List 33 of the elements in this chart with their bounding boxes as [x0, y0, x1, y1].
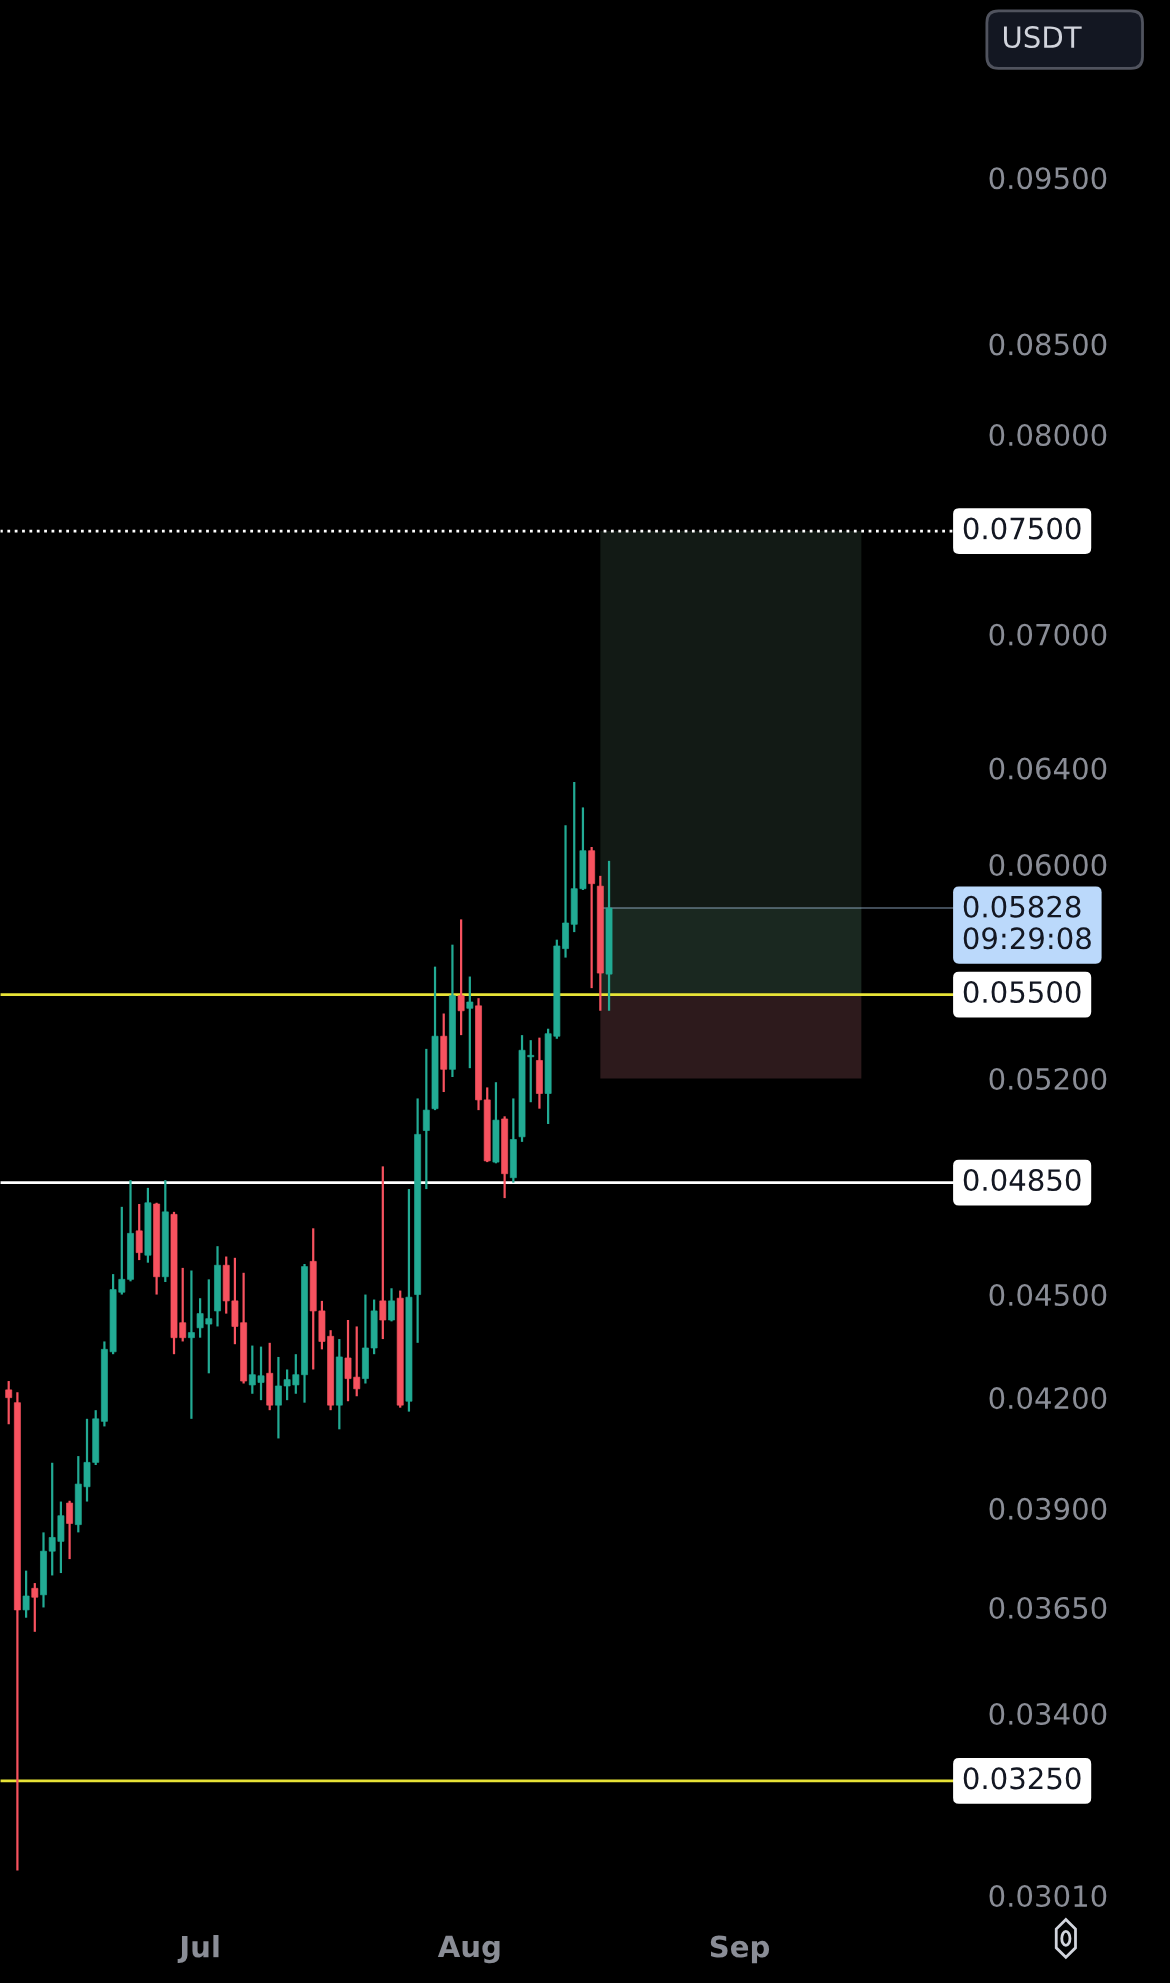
ref-line-label: 0.04850	[963, 1169, 1081, 1192]
candlestick	[379, 1165, 387, 1341]
candlestick	[22, 1569, 30, 1619]
x-tick-label: Sep	[710, 1935, 770, 1964]
ref-line-label: 0.07500	[963, 517, 1081, 540]
y-tick-label: 0.06000	[989, 854, 1107, 877]
candlestick	[422, 1047, 430, 1191]
x-tick-label: Jul	[177, 1935, 219, 1964]
ref-line-label: 0.05500	[963, 981, 1081, 1004]
y-tick-label: 0.07000	[989, 623, 1107, 646]
candlestick	[188, 1269, 195, 1420]
y-tick-label: 0.08000	[989, 424, 1107, 447]
candlestick	[31, 1581, 39, 1633]
candlestick	[5, 1379, 13, 1426]
y-tick-label: 0.04200	[989, 1387, 1107, 1410]
y-tick-label: 0.03650	[989, 1596, 1107, 1619]
y-tick-label: 0.05200	[989, 1067, 1107, 1090]
ref-line-label: 0.05828 09:29:08	[963, 895, 1091, 950]
candlestick	[457, 918, 465, 1037]
y-tick-label: 0.08500	[989, 333, 1107, 356]
y-tick-label: 0.09500	[989, 167, 1107, 190]
candlestick	[66, 1499, 73, 1561]
candlestick	[388, 1287, 395, 1323]
y-tick-label: 0.04500	[989, 1283, 1107, 1307]
y-tick-label: 0.06400	[989, 757, 1107, 780]
candlestick	[135, 1202, 143, 1262]
ref-line-label: 0.03250	[963, 1767, 1081, 1790]
y-tick-label: 0.03400	[989, 1702, 1107, 1725]
y-tick-label: 0.03010	[989, 1885, 1107, 1908]
text: USDT	[1003, 26, 1082, 49]
y-tick-label: 0.03900	[989, 1497, 1107, 1520]
x-tick-label: Aug	[437, 1935, 500, 1964]
candlestick	[466, 975, 474, 1070]
